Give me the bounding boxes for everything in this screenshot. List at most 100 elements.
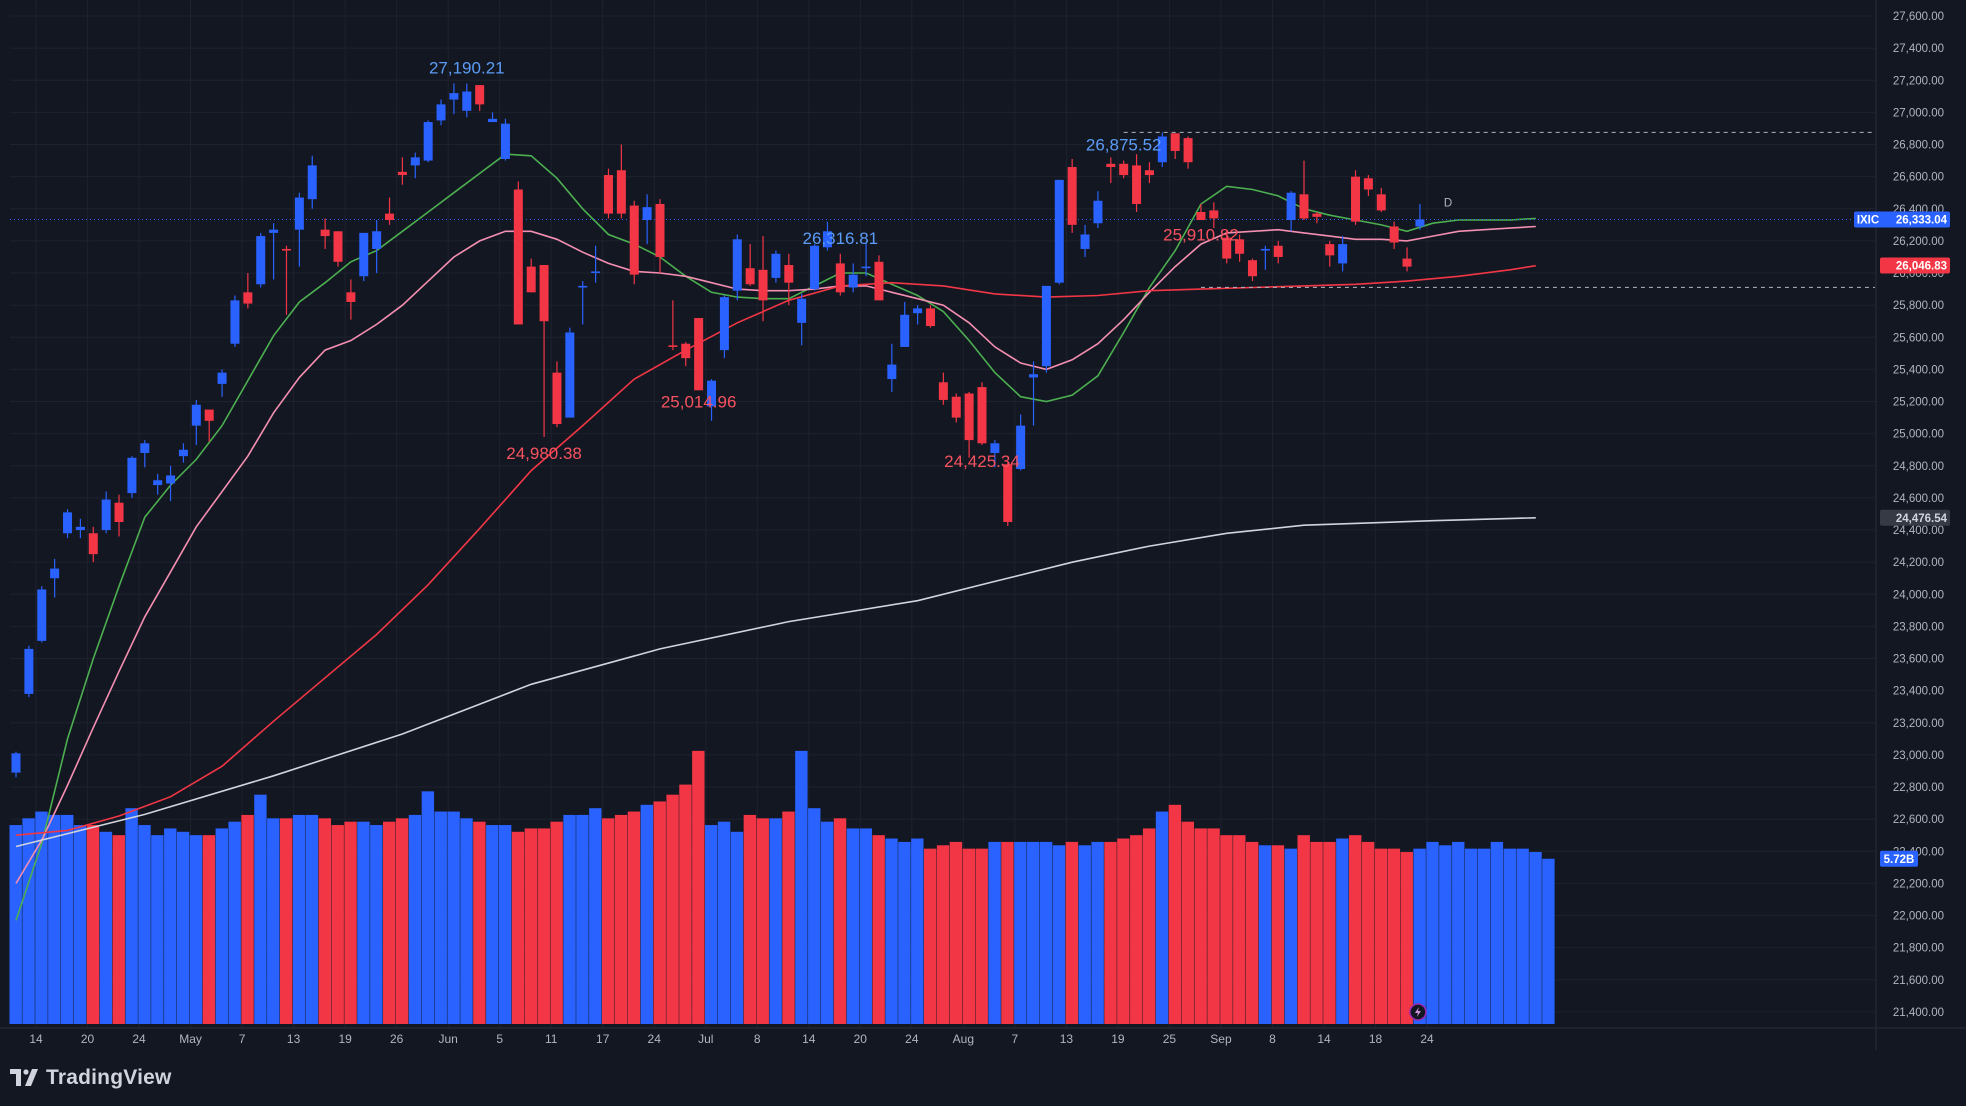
volume-bar — [962, 848, 976, 1024]
candle-body — [256, 236, 266, 285]
time-tick-label: 20 — [81, 1032, 95, 1046]
volume-bar — [1323, 841, 1336, 1024]
candle-body — [1106, 163, 1116, 168]
reference-lines — [10, 131, 1875, 288]
candle-body — [552, 372, 562, 425]
low-label: 25,014.96 — [661, 392, 737, 411]
volume-bar — [936, 845, 950, 1024]
candle-body — [359, 232, 369, 277]
candle-body — [385, 213, 395, 221]
price-tag-bg — [1880, 509, 1950, 526]
candle-body — [964, 393, 974, 441]
price-tick-label: 22,600.00 — [1893, 814, 1944, 826]
candle-body — [655, 203, 665, 257]
time-tick-label: 24 — [905, 1032, 919, 1046]
candle-body — [1003, 464, 1013, 523]
candle-body — [887, 364, 897, 380]
volume-bar — [666, 794, 679, 1024]
volume-bar — [1065, 841, 1079, 1024]
candle-body — [320, 229, 330, 237]
price-tick-label: 24,600.00 — [1893, 493, 1944, 505]
candle-body — [178, 449, 188, 457]
time-tick-label: 24 — [1420, 1032, 1434, 1046]
tradingview-logo-icon — [10, 1069, 38, 1086]
high-low-annotations: 27,190.21 24,980.38 25,014.96 26,316.81 24,4… — [429, 58, 1239, 470]
volume-tag-bg — [1880, 850, 1918, 867]
price-tick-label: 25,600.00 — [1893, 332, 1944, 344]
candle-body — [1132, 165, 1142, 204]
time-tick-label: 14 — [1317, 1032, 1331, 1046]
time-tick-label: Jun — [438, 1032, 457, 1046]
volume-bar — [1091, 841, 1104, 1024]
chart-misc: D — [1409, 197, 1452, 1021]
price-tick-label: 27,600.00 — [1893, 11, 1944, 23]
volume-bar — [782, 811, 795, 1024]
time-tick-label: 24 — [648, 1032, 662, 1046]
tradingview-logo[interactable]: TradingView — [10, 1066, 172, 1090]
candle-body — [810, 245, 820, 290]
candle-body — [281, 248, 291, 251]
candle-body — [1415, 219, 1425, 227]
volume-bar — [254, 794, 267, 1024]
price-tick-label: 22,000.00 — [1893, 911, 1944, 923]
volume-bar — [1168, 804, 1182, 1024]
volume-bar — [550, 821, 563, 1024]
candle-body — [732, 239, 742, 291]
candle-body — [423, 122, 433, 161]
candle-body — [11, 753, 21, 773]
volume-bar — [601, 818, 615, 1024]
high-label: 27,190.21 — [429, 58, 505, 77]
price-tags: 26,333.04 IXIC 26,046.83 24,476.54 5.72B — [1854, 211, 1950, 867]
candle-body — [771, 253, 781, 278]
volume-bar — [1490, 841, 1504, 1024]
volume-bar — [189, 835, 203, 1024]
volume-bar — [151, 835, 164, 1024]
price-tick-label: 23,800.00 — [1893, 621, 1944, 633]
candle-body — [707, 380, 717, 407]
price-tick-label: 23,400.00 — [1893, 686, 1944, 698]
time-tick-label: 14 — [29, 1032, 43, 1046]
volume-bar — [1181, 821, 1194, 1024]
volume-bar — [1426, 841, 1439, 1024]
volume-bar — [769, 818, 782, 1024]
volume-bar — [331, 825, 344, 1024]
candle-body — [230, 300, 240, 344]
candle-body — [1247, 260, 1257, 277]
candle-body — [1054, 179, 1064, 283]
candle-body — [1196, 212, 1206, 221]
volume-bar — [1297, 835, 1310, 1024]
time-tick-label: 25 — [1163, 1032, 1177, 1046]
moving-average-line — [15, 264, 1536, 836]
volume-bar — [859, 828, 872, 1024]
brand-name: TradingView — [46, 1066, 172, 1089]
candle-body — [758, 269, 768, 301]
volume-bar — [576, 814, 589, 1024]
time-tick-label: 14 — [802, 1032, 816, 1046]
candle-body — [372, 231, 382, 249]
lightning-glyph — [1414, 1007, 1421, 1017]
chart-area[interactable]: 27,190.21 24,980.38 25,014.96 26,316.81 24,4… — [0, 0, 1966, 1050]
time-axis[interactable]: 14 20 24 May 7 13 19 26 Jun 5 11 17 24 Jul 8 14 20 24 Aug 7… — [29, 1032, 1434, 1046]
volume-bar — [164, 828, 177, 1024]
candle-body — [784, 265, 794, 283]
candle-body — [513, 189, 523, 325]
candle-body — [629, 205, 639, 275]
low-label: 25,910.82 — [1163, 225, 1239, 244]
candle-body — [114, 502, 124, 523]
volume-bar — [1245, 841, 1259, 1024]
moving-average-line — [15, 153, 1536, 921]
volume-bar — [1361, 841, 1375, 1024]
candle-body — [75, 526, 85, 531]
volume-bar — [653, 801, 666, 1024]
volume-bar — [138, 825, 151, 1024]
candle-body — [822, 231, 832, 248]
volume-bar — [730, 831, 744, 1024]
volume-bar — [318, 818, 332, 1024]
price-tick-label: 21,800.00 — [1893, 943, 1944, 955]
candle-body — [1235, 239, 1245, 254]
candle-body — [1260, 248, 1270, 251]
volume-bar — [1001, 841, 1014, 1024]
candlestick-chart[interactable]: 27,190.21 24,980.38 25,014.96 26,316.81 24,4… — [0, 0, 1966, 1050]
candle-body — [578, 285, 588, 288]
candle-body — [410, 157, 420, 166]
